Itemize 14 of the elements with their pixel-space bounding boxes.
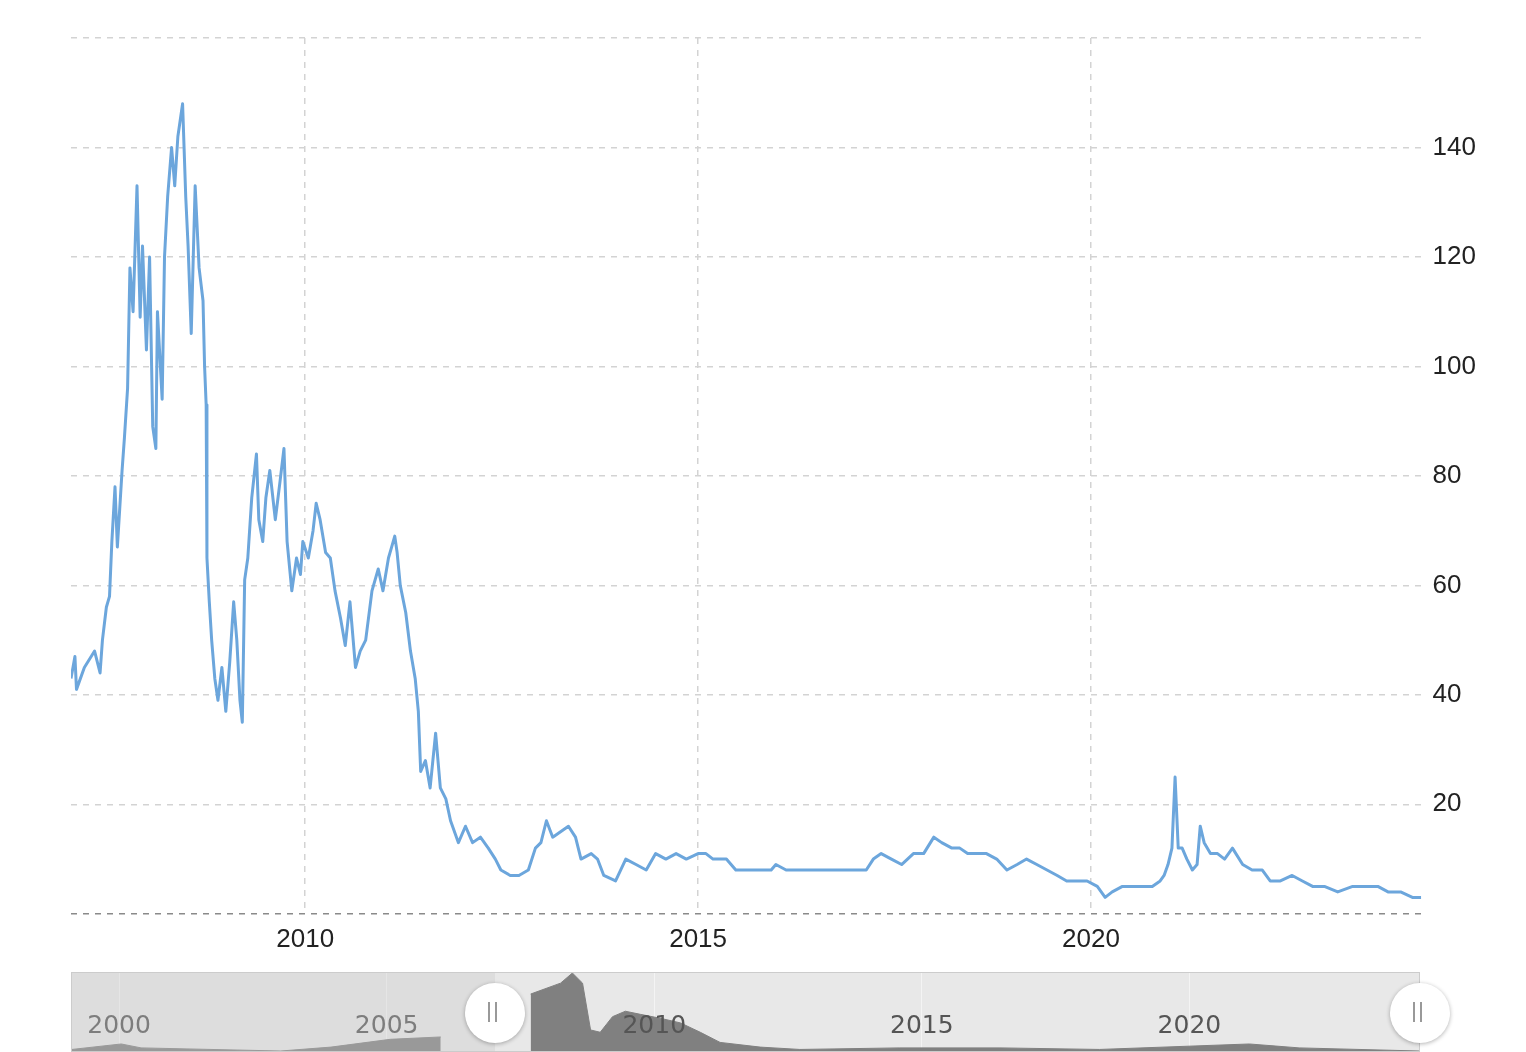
x-tick-label: 2020: [1157, 1009, 1222, 1039]
x-tick-label: 2020: [1062, 922, 1120, 953]
x-tick-label: 2005: [354, 1009, 419, 1039]
x-tick-label: 2015: [669, 922, 728, 953]
y-tick-label: 100: [1432, 349, 1477, 380]
x-tick-label: 2015: [890, 1009, 954, 1039]
y-tick-label: 60: [1432, 568, 1462, 599]
y-tick-label: 120: [1432, 240, 1477, 271]
x-tick-label: 2000: [87, 1009, 151, 1039]
x-tick-label: 2010: [276, 922, 335, 953]
y-tick-label: 40: [1432, 678, 1462, 709]
y-tick-label: 20: [1432, 787, 1462, 818]
y-tick-label: 140: [1432, 130, 1477, 161]
y-tick-label: 80: [1432, 459, 1462, 490]
